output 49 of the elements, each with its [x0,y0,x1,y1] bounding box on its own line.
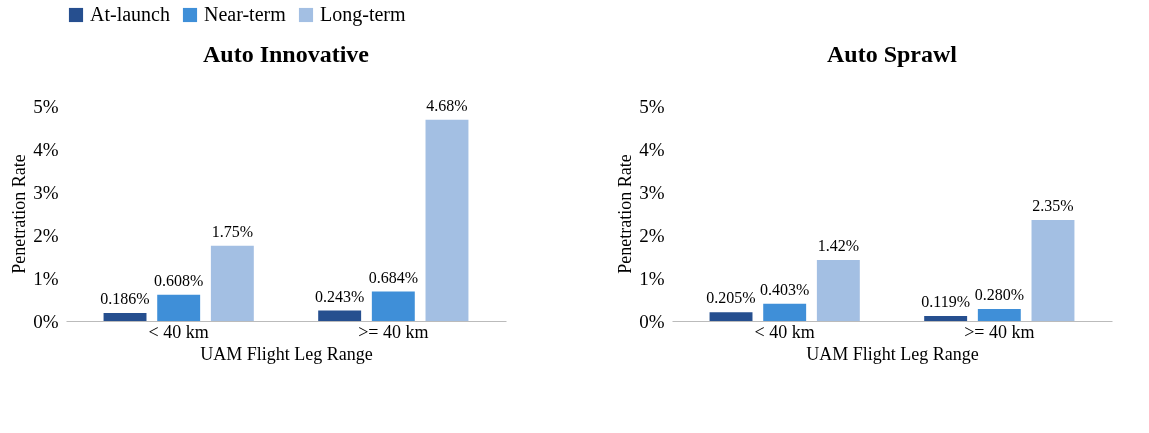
y-axis-title: Penetration Rate [9,154,30,274]
y-tick-label: 0% [639,310,665,332]
x-axis-title: UAM Flight Leg Range [806,343,979,364]
data-label: 0.684% [368,268,418,286]
data-label: 0.186% [100,290,150,307]
legend-label: Long-term [320,3,406,26]
y-tick-label: 4% [639,138,665,160]
y-tick-label: 5% [639,95,665,117]
legend-label: At-launch [90,3,170,25]
bar [816,259,860,321]
x-axis-title: UAM Flight Leg Range [200,343,373,364]
legend-label: Near-term [204,3,287,25]
y-tick-label: 3% [639,181,665,203]
data-label: 0.280% [974,285,1024,303]
bar [318,310,362,321]
y-tick-label: 1% [639,267,665,289]
x-tick-label: < 40 km [754,321,815,342]
y-axis-title: Penetration Rate [615,154,636,274]
bar [924,315,968,321]
y-tick-label: 2% [639,224,665,246]
data-label: 1.75% [211,222,254,240]
y-tick-label: 3% [33,181,59,203]
bar [210,245,254,321]
y-tick-label: 0% [33,310,59,332]
y-tick-label: 2% [33,224,59,246]
data-label: 0.403% [760,280,810,298]
bar [425,119,469,321]
data-label: 0.243% [314,287,365,305]
bar [371,291,415,321]
chart-title: Auto Sprawl [826,41,958,67]
bar [763,303,807,321]
data-label: 4.68% [426,96,468,114]
y-tick-label: 1% [33,267,59,289]
data-label: 2.35% [1032,196,1074,214]
bar [103,313,147,321]
y-tick-label: 5% [33,95,59,117]
data-label: 1.42% [817,236,860,254]
bar [157,294,201,321]
x-tick-label: >= 40 km [358,321,429,342]
bar [709,312,753,321]
x-tick-label: >= 40 km [964,321,1035,342]
data-label: 0.119% [921,292,971,310]
data-label: 0.608% [154,271,204,289]
chart-title: Auto Innovative [202,41,370,67]
bar [1031,219,1075,321]
x-tick-label: < 40 km [148,321,209,342]
bar [977,308,1021,321]
data-label: 0.205% [706,289,756,307]
y-tick-label: 4% [33,138,59,160]
